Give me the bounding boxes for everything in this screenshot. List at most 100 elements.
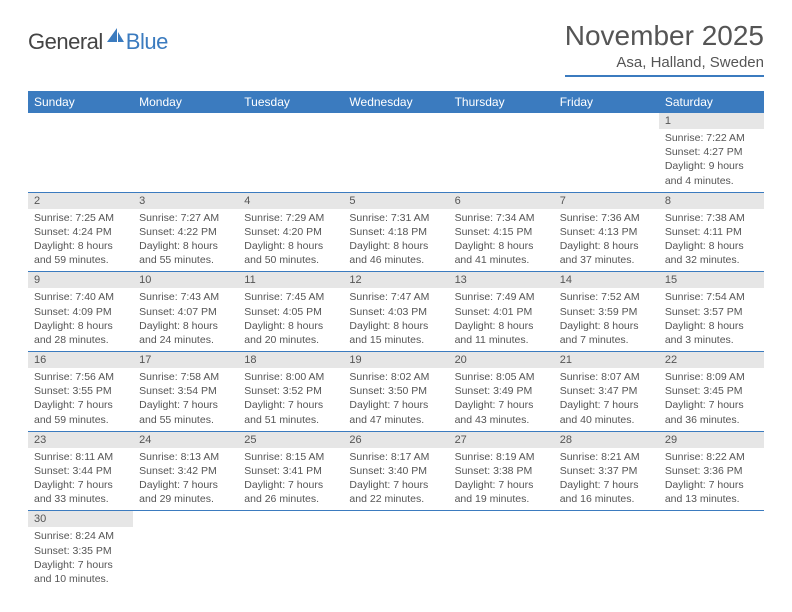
- daylight-text: and 28 minutes.: [34, 333, 127, 347]
- calendar-cell: 28Sunrise: 8:21 AMSunset: 3:37 PMDayligh…: [554, 431, 659, 511]
- sunset-text: Sunset: 3:50 PM: [349, 384, 442, 398]
- daylight-text: Daylight: 7 hours: [349, 398, 442, 412]
- daylight-text: Daylight: 7 hours: [665, 398, 758, 412]
- daylight-text: Daylight: 7 hours: [455, 478, 548, 492]
- location-text: Asa, Halland, Sweden: [565, 54, 764, 77]
- sunset-text: Sunset: 4:15 PM: [455, 225, 548, 239]
- day-number: 25: [238, 432, 343, 448]
- calendar-cell: [133, 511, 238, 590]
- weekday-header: Tuesday: [238, 91, 343, 113]
- calendar-cell: [554, 113, 659, 192]
- daylight-text: Daylight: 8 hours: [244, 319, 337, 333]
- calendar-cell: [343, 113, 448, 192]
- sunset-text: Sunset: 3:55 PM: [34, 384, 127, 398]
- sunset-text: Sunset: 3:54 PM: [139, 384, 232, 398]
- sunrise-text: Sunrise: 7:58 AM: [139, 370, 232, 384]
- sunrise-text: Sunrise: 8:15 AM: [244, 450, 337, 464]
- calendar-cell: 9Sunrise: 7:40 AMSunset: 4:09 PMDaylight…: [28, 272, 133, 352]
- day-number: 14: [554, 272, 659, 288]
- day-number: 16: [28, 352, 133, 368]
- daylight-text: and 32 minutes.: [665, 253, 758, 267]
- day-content: Sunrise: 7:29 AMSunset: 4:20 PMDaylight:…: [238, 209, 343, 272]
- sunset-text: Sunset: 3:41 PM: [244, 464, 337, 478]
- sunrise-text: Sunrise: 7:36 AM: [560, 211, 653, 225]
- sunset-text: Sunset: 4:05 PM: [244, 305, 337, 319]
- daylight-text: Daylight: 7 hours: [455, 398, 548, 412]
- daylight-text: Daylight: 7 hours: [139, 478, 232, 492]
- daylight-text: Daylight: 8 hours: [455, 239, 548, 253]
- daylight-text: Daylight: 7 hours: [560, 478, 653, 492]
- sunset-text: Sunset: 4:24 PM: [34, 225, 127, 239]
- day-content: Sunrise: 7:45 AMSunset: 4:05 PMDaylight:…: [238, 288, 343, 351]
- calendar-cell: 25 Sunrise: 8:15 AMSunset: 3:41 PMDayligh…: [238, 431, 343, 511]
- calendar-cell: 30Sunrise: 8:24 AMSunset: 3:35 PMDayligh…: [28, 511, 133, 590]
- sunrise-text: Sunrise: 7:22 AM: [665, 131, 758, 145]
- daylight-text: Daylight: 7 hours: [34, 558, 127, 572]
- sunset-text: Sunset: 4:22 PM: [139, 225, 232, 239]
- sunrise-text: Sunrise: 7:47 AM: [349, 290, 442, 304]
- calendar-cell: 18Sunrise: 8:00 AMSunset: 3:52 PMDayligh…: [238, 352, 343, 432]
- sunset-text: Sunset: 4:27 PM: [665, 145, 758, 159]
- calendar-cell: 24Sunrise: 8:13 AMSunset: 3:42 PMDayligh…: [133, 431, 238, 511]
- day-content: Sunrise: 8:13 AMSunset: 3:42 PMDaylight:…: [133, 448, 238, 511]
- daylight-text: Daylight: 8 hours: [34, 239, 127, 253]
- daylight-text: Daylight: 7 hours: [560, 398, 653, 412]
- day-number: 22: [659, 352, 764, 368]
- daylight-text: and 15 minutes.: [349, 333, 442, 347]
- sunset-text: Sunset: 4:01 PM: [455, 305, 548, 319]
- day-content: Sunrise: 8:00 AMSunset: 3:52 PMDaylight:…: [238, 368, 343, 431]
- sunrise-text: Sunrise: 7:38 AM: [665, 211, 758, 225]
- day-number: 26: [343, 432, 448, 448]
- day-number: 8: [659, 193, 764, 209]
- day-content: Sunrise: 7:31 AMSunset: 4:18 PMDaylight:…: [343, 209, 448, 272]
- daylight-text: and 7 minutes.: [560, 333, 653, 347]
- calendar-cell: 6Sunrise: 7:34 AMSunset: 4:15 PMDaylight…: [449, 192, 554, 272]
- day-content: Sunrise: 8:22 AMSunset: 3:36 PMDaylight:…: [659, 448, 764, 511]
- sunrise-text: Sunrise: 8:09 AM: [665, 370, 758, 384]
- sunrise-text: Sunrise: 7:52 AM: [560, 290, 653, 304]
- daylight-text: and 22 minutes.: [349, 492, 442, 506]
- day-number: 9: [28, 272, 133, 288]
- day-number: 4: [238, 193, 343, 209]
- daylight-text: and 55 minutes.: [139, 413, 232, 427]
- sunrise-text: Sunrise: 8:17 AM: [349, 450, 442, 464]
- day-number: 23: [28, 432, 133, 448]
- sunrise-text: Sunrise: 7:56 AM: [34, 370, 127, 384]
- daylight-text: and 33 minutes.: [34, 492, 127, 506]
- day-number: 20: [449, 352, 554, 368]
- sunset-text: Sunset: 4:20 PM: [244, 225, 337, 239]
- calendar-cell: 27Sunrise: 8:19 AMSunset: 3:38 PMDayligh…: [449, 431, 554, 511]
- day-content: Sunrise: 7:40 AMSunset: 4:09 PMDaylight:…: [28, 288, 133, 351]
- sunset-text: Sunset: 4:13 PM: [560, 225, 653, 239]
- daylight-text: and 41 minutes.: [455, 253, 548, 267]
- day-content: Sunrise: 8:11 AMSunset: 3:44 PMDaylight:…: [28, 448, 133, 511]
- calendar-cell: 4Sunrise: 7:29 AMSunset: 4:20 PMDaylight…: [238, 192, 343, 272]
- logo-text-blue: Blue: [126, 29, 168, 55]
- calendar-cell: [28, 113, 133, 192]
- calendar-cell: 5Sunrise: 7:31 AMSunset: 4:18 PMDaylight…: [343, 192, 448, 272]
- calendar-cell: 20Sunrise: 8:05 AMSunset: 3:49 PMDayligh…: [449, 352, 554, 432]
- weekday-header: Saturday: [659, 91, 764, 113]
- daylight-text: Daylight: 7 hours: [34, 478, 127, 492]
- sunset-text: Sunset: 3:52 PM: [244, 384, 337, 398]
- sunrise-text: Sunrise: 8:07 AM: [560, 370, 653, 384]
- daylight-text: Daylight: 8 hours: [560, 319, 653, 333]
- calendar-cell: [449, 511, 554, 590]
- sunrise-text: Sunrise: 7:25 AM: [34, 211, 127, 225]
- calendar-cell: 12Sunrise: 7:47 AMSunset: 4:03 PMDayligh…: [343, 272, 448, 352]
- sail-icon: [105, 26, 125, 49]
- sunrise-text: Sunrise: 7:29 AM: [244, 211, 337, 225]
- day-number: 7: [554, 193, 659, 209]
- sunset-text: Sunset: 3:36 PM: [665, 464, 758, 478]
- calendar-cell: [133, 113, 238, 192]
- daylight-text: Daylight: 7 hours: [244, 478, 337, 492]
- calendar-cell: 13Sunrise: 7:49 AMSunset: 4:01 PMDayligh…: [449, 272, 554, 352]
- daylight-text: Daylight: 8 hours: [455, 319, 548, 333]
- daylight-text: and 43 minutes.: [455, 413, 548, 427]
- sunrise-text: Sunrise: 8:05 AM: [455, 370, 548, 384]
- sunrise-text: Sunrise: 7:34 AM: [455, 211, 548, 225]
- calendar-cell: 1Sunrise: 7:22 AMSunset: 4:27 PMDaylight…: [659, 113, 764, 192]
- sunset-text: Sunset: 3:40 PM: [349, 464, 442, 478]
- daylight-text: and 13 minutes.: [665, 492, 758, 506]
- calendar-row: 23Sunrise: 8:11 AMSunset: 3:44 PMDayligh…: [28, 431, 764, 511]
